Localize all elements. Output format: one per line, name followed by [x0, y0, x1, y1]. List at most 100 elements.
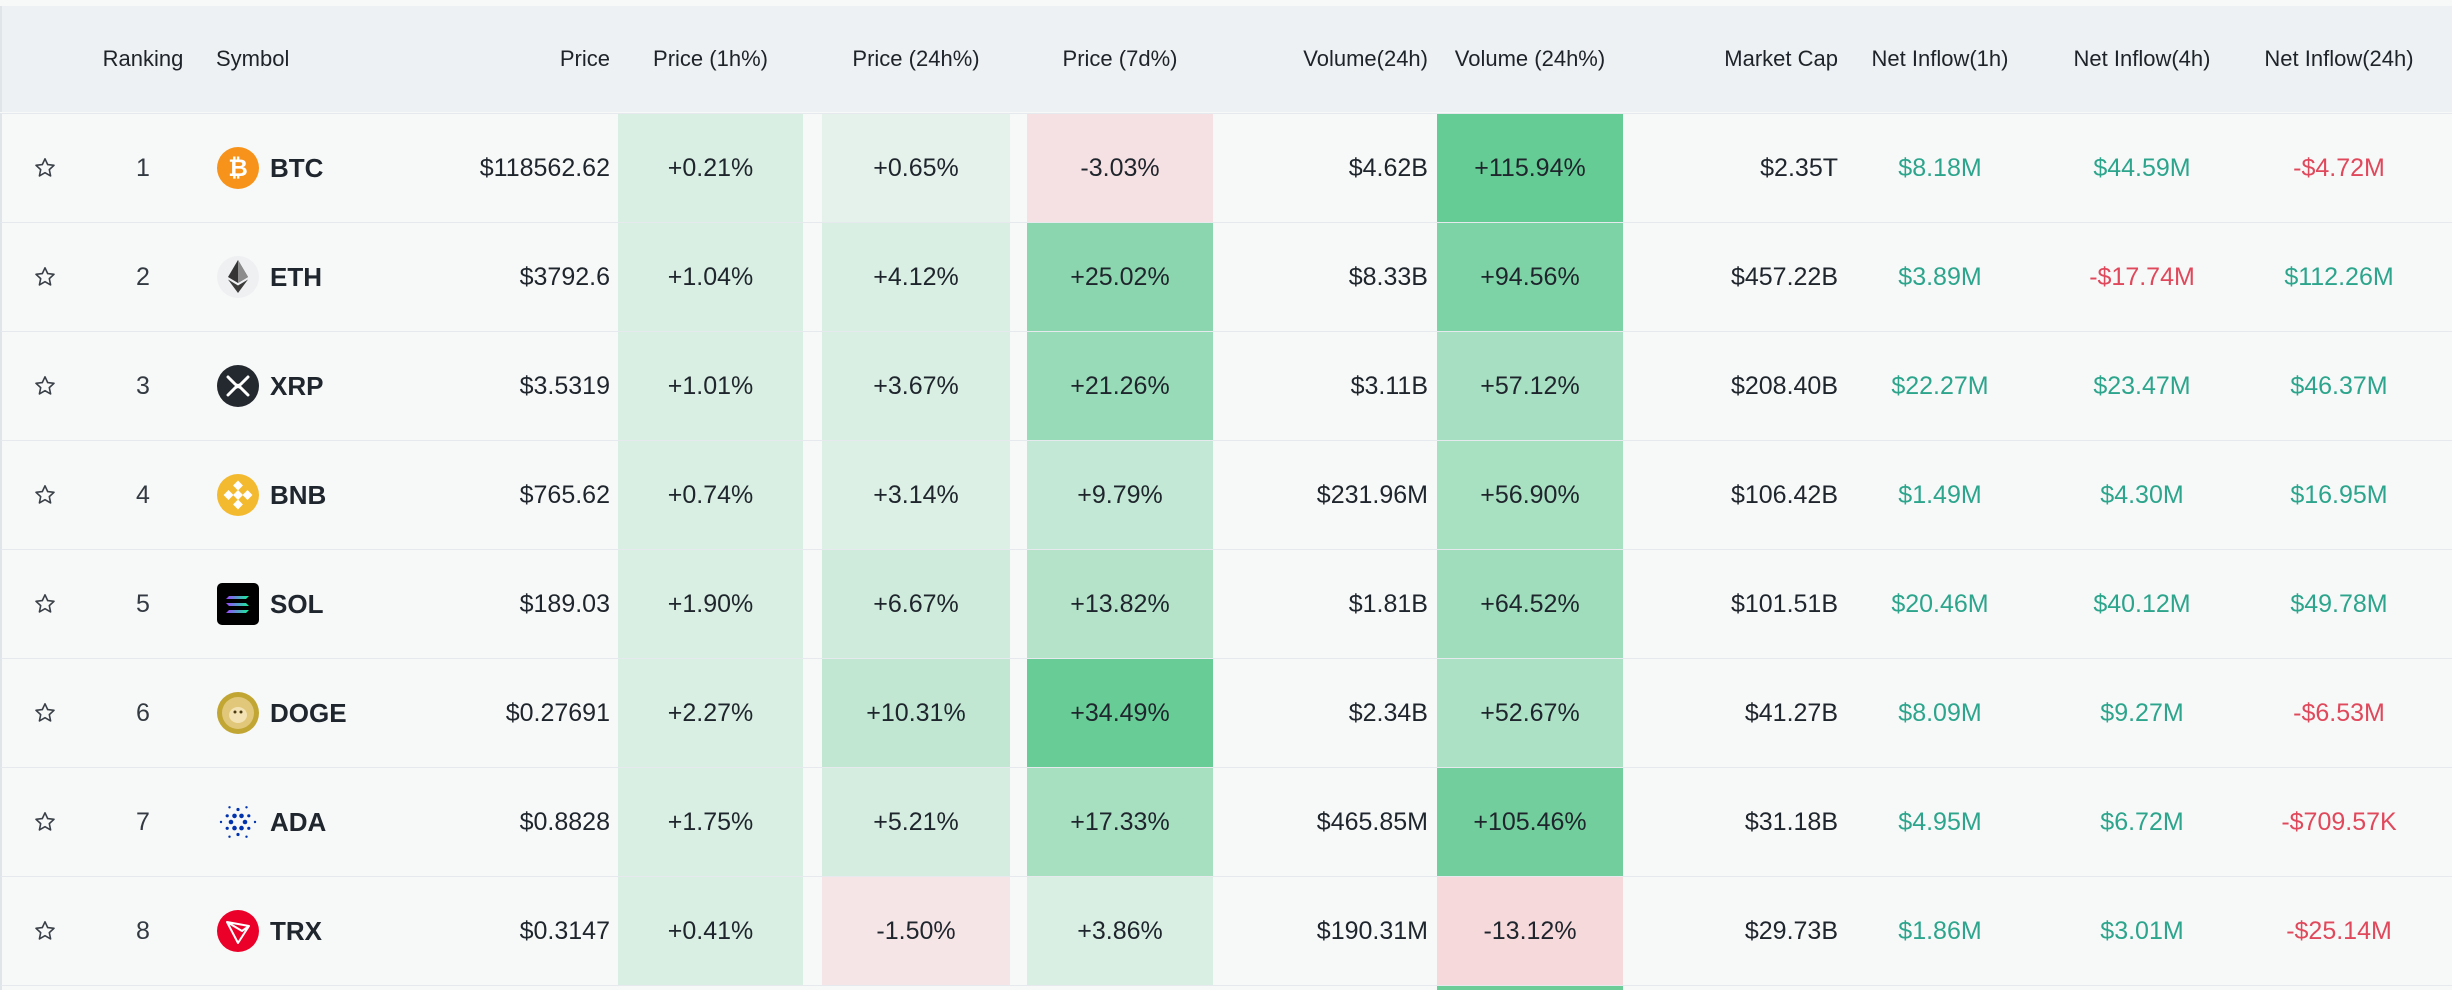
price-1h-cell: +0.74%: [667, 480, 754, 509]
heat-cell-volpct: [1437, 877, 1623, 985]
net-inflow-24h-cell: -$4.72M: [2293, 153, 2385, 182]
heat-cell-p24h: [822, 114, 1010, 222]
market-cap-cell: $101.51B: [1730, 589, 1838, 618]
table-row[interactable]: 4 BNB $765.62 +0.74% +3.14% +9.79% $231.96M +56…: [0, 440, 2452, 549]
column-header-price-7d[interactable]: Price (7d%): [1062, 46, 1178, 71]
volume-24h-cell: $8.33B: [1348, 262, 1428, 291]
volume-24h-pct-cell: +56.90%: [1480, 480, 1580, 509]
favorite-star-icon[interactable]: [22, 877, 68, 985]
ranking-cell: 3: [136, 371, 150, 400]
table-row-partial: [0, 985, 2452, 990]
price-1h-cell: +1.04%: [667, 262, 754, 291]
column-header-inflow-24h[interactable]: Net Inflow(24h): [2264, 46, 2414, 71]
net-inflow-1h-cell: $8.09M: [1898, 698, 1982, 727]
column-header-price-1h[interactable]: Price (1h%): [653, 46, 768, 71]
symbol-cell[interactable]: SOL: [216, 550, 436, 658]
heat-cell-p1h: [618, 332, 803, 440]
symbol-label: ADA: [270, 806, 327, 837]
symbol-cell[interactable]: ₿ BTC: [216, 114, 436, 222]
net-inflow-24h-cell: $16.95M: [2290, 480, 2388, 509]
column-header-volume-24h-pct[interactable]: Volume (24h%): [1454, 46, 1606, 71]
favorite-star-icon[interactable]: [22, 768, 68, 876]
column-header-inflow-4h[interactable]: Net Inflow(4h): [2073, 46, 2211, 71]
favorite-star-icon[interactable]: [22, 550, 68, 658]
net-inflow-1h-cell: $4.95M: [1898, 807, 1982, 836]
trx-coin-icon: [216, 909, 260, 953]
volume-24h-cell: $465.85M: [1316, 807, 1428, 836]
net-inflow-1h-cell: $20.46M: [1891, 589, 1989, 618]
symbol-cell[interactable]: ADA: [216, 768, 436, 876]
volume-24h-cell: $4.62B: [1348, 153, 1428, 182]
column-header-symbol[interactable]: Symbol: [216, 46, 290, 71]
symbol-cell[interactable]: BNB: [216, 441, 436, 549]
price-1h-cell: +0.21%: [667, 153, 754, 182]
column-header-market-cap[interactable]: Market Cap: [1724, 46, 1838, 71]
heat-cell-p7d: [1027, 441, 1213, 549]
price-cell: $3.5319: [519, 371, 610, 400]
table-row[interactable]: 7 ADA $0.8828 +1.75% +5.21% +17.33% $465.85M +1…: [0, 767, 2452, 876]
table-row[interactable]: 5 SOL $189.03 +1.90% +6.67% +13.82% $1.81B +64.…: [0, 549, 2452, 658]
column-header-ranking[interactable]: Ranking: [102, 46, 184, 71]
symbol-label: BTC: [270, 152, 324, 183]
heat-cell-p1h: [618, 768, 803, 876]
price-7d-cell: +25.02%: [1070, 262, 1170, 291]
net-inflow-24h-cell: -$6.53M: [2293, 698, 2385, 727]
btc-coin-icon: ₿: [216, 146, 260, 190]
table-row[interactable]: 3 XRP $3.5319 +1.01% +3.67% +21.26% $3.11B +57.…: [0, 331, 2452, 440]
price-24h-cell: +3.14%: [873, 480, 959, 509]
heat-cell-p7d: [1027, 550, 1213, 658]
net-inflow-4h-cell: $4.30M: [2100, 480, 2184, 509]
symbol-label: BNB: [270, 479, 327, 510]
svg-text:₿: ₿: [228, 154, 248, 182]
symbol-cell[interactable]: XRP: [216, 332, 436, 440]
heat-cell-volpct: [1437, 332, 1623, 440]
volume-24h-cell: $2.34B: [1348, 698, 1428, 727]
favorite-star-icon[interactable]: [22, 114, 68, 222]
column-header-price[interactable]: Price: [559, 46, 610, 71]
ranking-cell: 4: [136, 480, 150, 509]
net-inflow-24h-cell: -$25.14M: [2286, 916, 2392, 945]
heat-cell-volpct: [1437, 550, 1623, 658]
table-row[interactable]: 8 TRX $0.3147 +0.41% -1.50% +3.86% $190.31M -13…: [0, 876, 2452, 985]
heat-cell-p24h: [822, 332, 1010, 440]
ranking-cell: 2: [136, 262, 150, 291]
column-header-price-24h[interactable]: Price (24h%): [852, 46, 980, 71]
heat-cell-volpct: [1437, 441, 1623, 549]
price-1h-cell: +1.01%: [667, 371, 754, 400]
volume-24h-cell: $1.81B: [1348, 589, 1428, 618]
price-7d-cell: +3.86%: [1077, 916, 1163, 945]
symbol-cell[interactable]: TRX: [216, 877, 436, 985]
column-header-volume-24h[interactable]: Volume(24h): [1303, 46, 1428, 71]
net-inflow-4h-cell: $9.27M: [2100, 698, 2184, 727]
ranking-cell: 1: [136, 153, 150, 182]
price-cell: $118562.62: [479, 153, 610, 182]
heat-cell-p1h: [618, 659, 803, 767]
volume-24h-cell: $3.11B: [1350, 371, 1428, 400]
price-cell: $189.03: [519, 589, 610, 618]
net-inflow-4h-cell: $44.59M: [2093, 153, 2191, 182]
favorite-star-icon[interactable]: [22, 223, 68, 331]
volume-24h-pct-cell: +57.12%: [1480, 371, 1580, 400]
favorite-star-icon[interactable]: [22, 332, 68, 440]
price-cell: $3792.6: [519, 262, 610, 291]
favorite-star-icon[interactable]: [22, 659, 68, 767]
volume-24h-cell: $231.96M: [1316, 480, 1428, 509]
column-header-inflow-1h[interactable]: Net Inflow(1h): [1871, 46, 2009, 71]
volume-24h-pct-cell: -13.12%: [1483, 916, 1577, 945]
price-24h-cell: +3.67%: [873, 371, 959, 400]
eth-coin-icon: [216, 255, 260, 299]
favorite-star-icon[interactable]: [22, 441, 68, 549]
ranking-cell: 6: [136, 698, 150, 727]
table-row[interactable]: 1 ₿ BTC $118562.62 +0.21% +0.65% -3.03% $4.62B +…: [0, 113, 2452, 222]
doge-coin-icon: [216, 691, 260, 735]
market-cap-cell: $29.73B: [1744, 916, 1838, 945]
bnb-coin-icon: [216, 473, 260, 517]
symbol-cell[interactable]: ETH: [216, 223, 436, 331]
table-row[interactable]: 2 ETH $3792.6 +1.04% +4.12% +25.02% $8.33B +94.…: [0, 222, 2452, 331]
price-7d-cell: +21.26%: [1070, 371, 1170, 400]
heat-cell-p1h: [618, 877, 803, 985]
symbol-cell[interactable]: DOGE: [216, 659, 436, 767]
table-row[interactable]: 6 DOGE $0.27691 +2.27% +10.31% +34.49% $2.34B +…: [0, 658, 2452, 767]
net-inflow-4h-cell: $3.01M: [2100, 916, 2184, 945]
